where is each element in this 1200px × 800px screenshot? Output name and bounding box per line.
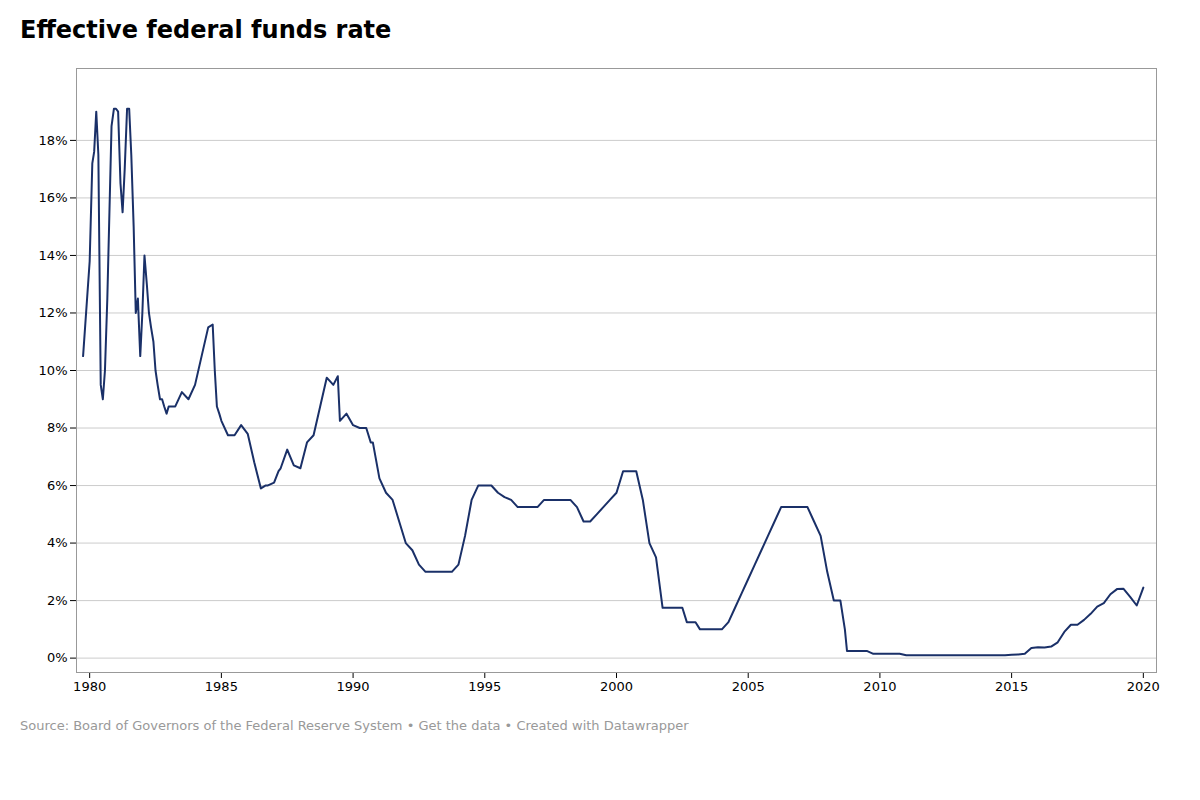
svg-text:1990: 1990 bbox=[337, 679, 370, 694]
svg-text:8%: 8% bbox=[47, 420, 68, 435]
svg-text:2015: 2015 bbox=[995, 679, 1028, 694]
svg-text:2%: 2% bbox=[47, 593, 68, 608]
svg-text:2020: 2020 bbox=[1127, 679, 1160, 694]
svg-text:1995: 1995 bbox=[468, 679, 501, 694]
svg-text:1985: 1985 bbox=[205, 679, 238, 694]
svg-text:2010: 2010 bbox=[863, 679, 896, 694]
html-text:Source: Board of Governors of: Source: Board of Governors of the Federa… bbox=[20, 718, 689, 733]
svg-text:14%: 14% bbox=[39, 248, 68, 263]
svg-text:12%: 12% bbox=[39, 305, 68, 320]
svg-text:2000: 2000 bbox=[600, 679, 633, 694]
svg-text:0%: 0% bbox=[47, 650, 68, 665]
svg-text:16%: 16% bbox=[39, 190, 68, 205]
svg-text:2005: 2005 bbox=[732, 679, 765, 694]
svg-text:4%: 4% bbox=[47, 535, 68, 550]
svg-text:1980: 1980 bbox=[73, 679, 106, 694]
svg-text:18%: 18% bbox=[39, 133, 68, 148]
html-text:Effective federal funds rate: Effective federal funds rate bbox=[20, 16, 392, 44]
svg-text:6%: 6% bbox=[47, 478, 68, 493]
svg-text:10%: 10% bbox=[39, 363, 68, 378]
